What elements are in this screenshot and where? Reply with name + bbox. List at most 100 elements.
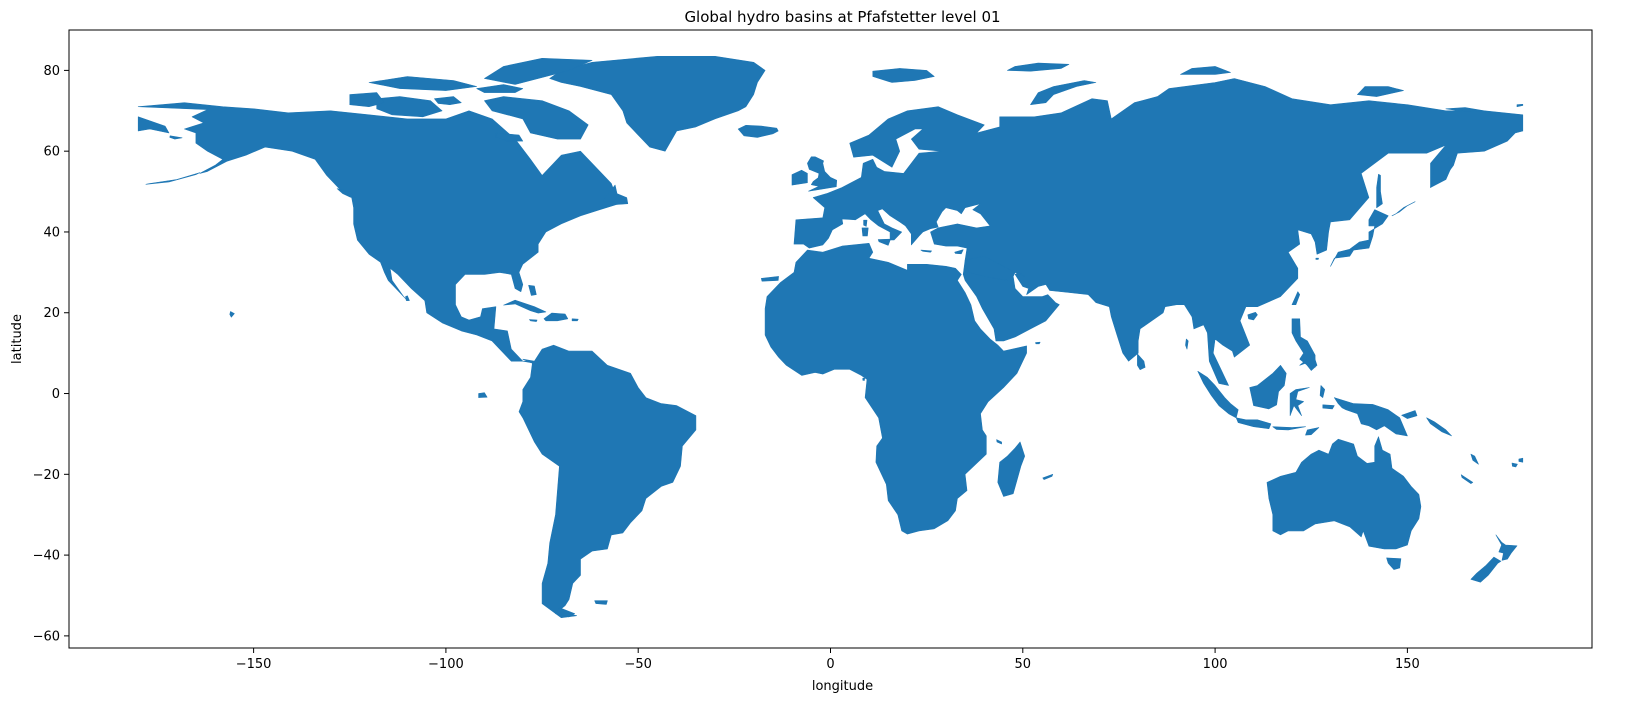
basin-solomon-islands bbox=[1426, 417, 1452, 437]
basin-fiji bbox=[1511, 462, 1518, 468]
x-tick-label: −50 bbox=[624, 657, 651, 672]
basin-kamchatka-coast bbox=[1430, 152, 1458, 188]
basin-wrangel-island bbox=[1516, 104, 1524, 107]
y-tick-label: −40 bbox=[33, 549, 60, 564]
y-tick-label: 60 bbox=[43, 145, 60, 160]
basin-hispaniola bbox=[543, 312, 569, 322]
plot-area: −150 −100 −50 0 50 100 150 −60 −40 −20 0 20 40 60 80 bbox=[33, 29, 1593, 672]
basin-borneo bbox=[1249, 364, 1287, 410]
basin-svalbard bbox=[872, 68, 935, 83]
basin-devon-island bbox=[476, 84, 524, 93]
basin-andaman bbox=[1185, 338, 1189, 350]
basin-aleutian-islands bbox=[145, 172, 201, 185]
y-tick-label: 20 bbox=[43, 306, 60, 321]
basin-reunion-mauritius bbox=[1042, 473, 1054, 480]
basin-hainan bbox=[1247, 311, 1258, 321]
basin-halmahera-moluccas bbox=[1319, 385, 1325, 398]
x-tick-label: 150 bbox=[1395, 657, 1420, 672]
basin-tasmania bbox=[1386, 557, 1402, 570]
basin-fiji-east bbox=[1518, 457, 1524, 463]
y-tick-label: 80 bbox=[43, 64, 60, 79]
y-tick-label: −60 bbox=[33, 629, 60, 644]
x-tick-label: 50 bbox=[1015, 657, 1032, 672]
basin-hawaii bbox=[229, 311, 235, 318]
y-tick-label: 40 bbox=[43, 225, 60, 240]
basin-corsica bbox=[863, 219, 868, 227]
basin-puerto-rico bbox=[571, 318, 579, 322]
basin-taiwan bbox=[1291, 291, 1300, 306]
y-tick-label: −20 bbox=[33, 468, 60, 483]
basin-great-britain bbox=[807, 156, 838, 192]
basin-greenland bbox=[549, 55, 766, 152]
basin-cape-verde-canaries bbox=[760, 276, 779, 282]
basin-mexico-baja-tip bbox=[405, 295, 410, 301]
basin-new-siberian-islands bbox=[1357, 86, 1404, 97]
basin-alaska-st-lawrence bbox=[169, 135, 183, 140]
x-tick-label: −100 bbox=[428, 657, 464, 672]
basin-southampton-island bbox=[495, 132, 524, 142]
basin-crete bbox=[920, 249, 932, 253]
y-axis: −60 −40 −20 0 20 40 60 80 bbox=[33, 64, 69, 644]
basin-arabia-basin-west bbox=[964, 255, 1016, 281]
basin-lesser-sunda bbox=[1272, 426, 1306, 431]
y-tick-label: 0 bbox=[52, 387, 60, 402]
basin-sardinia bbox=[861, 227, 869, 237]
basin-baffin-island bbox=[484, 96, 589, 140]
basin-new-caledonia bbox=[1460, 474, 1474, 484]
basin-polygons bbox=[137, 55, 1524, 619]
basin-iceland bbox=[737, 125, 779, 138]
basin-jamaica bbox=[529, 319, 538, 322]
x-tick-label: 0 bbox=[826, 657, 834, 672]
basin-australia bbox=[1266, 436, 1422, 550]
basin-sulawesi bbox=[1289, 387, 1310, 417]
basin-prince-of-wales-island bbox=[434, 96, 462, 105]
basin-ireland bbox=[791, 169, 808, 186]
basin-mindanao bbox=[1299, 353, 1318, 371]
basin-sakhalin bbox=[1376, 173, 1383, 208]
basin-sri-lanka bbox=[1137, 353, 1146, 371]
x-tick-label: −150 bbox=[236, 657, 272, 672]
basin-java bbox=[1235, 417, 1272, 430]
basin-new-britain bbox=[1401, 410, 1418, 419]
x-axis-label: longitude bbox=[812, 679, 873, 694]
y-axis-label: latitude bbox=[10, 314, 25, 364]
basin-zanzibar-comoros bbox=[996, 439, 1002, 445]
basin-vancouver-island bbox=[336, 188, 356, 198]
basin-victoria-island bbox=[376, 96, 443, 118]
basin-north-island-nz bbox=[1495, 534, 1518, 561]
basin-bahamas bbox=[528, 284, 537, 296]
basin-japan bbox=[1330, 209, 1389, 267]
basin-cyprus bbox=[954, 249, 964, 255]
basin-franz-josef-land bbox=[1007, 62, 1070, 72]
basin-timor bbox=[1305, 427, 1320, 436]
x-axis: −150 −100 −50 0 50 100 150 bbox=[236, 648, 1420, 672]
basin-south-island-nz bbox=[1470, 556, 1502, 583]
basin-africa bbox=[764, 243, 1027, 535]
basin-east-siberia-coast-islands bbox=[1445, 107, 1485, 112]
x-tick-label: 100 bbox=[1203, 657, 1228, 672]
map-title: Global hydro basins at Pfafstetter level… bbox=[684, 8, 1000, 26]
basin-new-guinea bbox=[1334, 397, 1408, 437]
basin-sicily bbox=[877, 238, 891, 246]
basin-falklands bbox=[594, 600, 608, 605]
basin-cuba bbox=[503, 299, 547, 314]
basin-novaya-zemlya bbox=[1030, 80, 1097, 105]
basin-hokkaido-kuril bbox=[1391, 201, 1416, 217]
basin-chukotka-tip bbox=[137, 116, 170, 134]
basin-madagascar bbox=[997, 441, 1025, 497]
basin-banks-island bbox=[349, 92, 385, 107]
basin-seram bbox=[1322, 404, 1335, 410]
basin-korea-jeju bbox=[1315, 257, 1319, 260]
basin-eurasia bbox=[793, 78, 1524, 386]
basin-tierra-del-fuego bbox=[555, 607, 576, 618]
basin-sumatra bbox=[1197, 370, 1239, 419]
basin-bioko bbox=[862, 377, 866, 381]
basin-north-america bbox=[137, 102, 620, 364]
basin-newfoundland bbox=[602, 184, 629, 205]
basin-south-america bbox=[518, 344, 697, 619]
basin-vanuatu bbox=[1470, 453, 1479, 465]
basin-severnaya-zemlya bbox=[1180, 66, 1231, 75]
basin-galapagos bbox=[478, 392, 488, 398]
basin-socotra bbox=[1035, 341, 1041, 345]
